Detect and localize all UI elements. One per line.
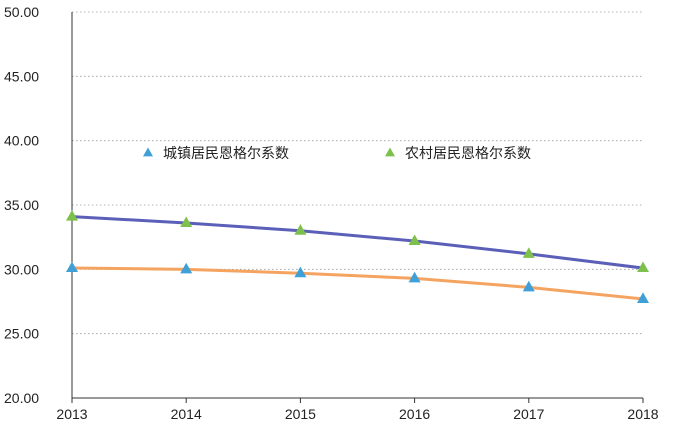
x-tick-labels: 2013 2014 2015 2016 2017 2018 bbox=[56, 406, 658, 422]
x-tick-label: 2014 bbox=[171, 406, 202, 422]
legend-label-rural: 农村居民恩格尔系数 bbox=[405, 145, 531, 161]
data-point-0-0 bbox=[66, 261, 78, 273]
data-point-1-1 bbox=[180, 216, 193, 228]
x-tick-label: 2016 bbox=[399, 406, 430, 422]
data-point-1-0 bbox=[66, 210, 78, 221]
series-line-0 bbox=[70, 266, 645, 301]
axes bbox=[71, 12, 644, 403]
data-point-1-3 bbox=[408, 234, 421, 246]
x-tick-label: 2018 bbox=[627, 406, 658, 422]
data-point-0-2 bbox=[294, 266, 307, 278]
series-line-1 bbox=[70, 215, 645, 270]
data-point-0-1 bbox=[180, 262, 193, 274]
y-tick-label: 50.00 bbox=[4, 4, 39, 20]
data-point-0-4 bbox=[522, 280, 535, 292]
grid-lines bbox=[72, 11, 643, 335]
x-tick-label: 2015 bbox=[285, 406, 316, 422]
y-tick-label: 40.00 bbox=[4, 133, 39, 149]
y-tick-label: 45.00 bbox=[4, 68, 39, 84]
legend-item-rural: 农村居民恩格尔系数 bbox=[385, 145, 531, 161]
data-point-0-3 bbox=[408, 271, 421, 283]
x-tick-label: 2017 bbox=[513, 406, 544, 422]
legend-marker-rural bbox=[385, 147, 395, 157]
legend-label-urban: 城镇居民恩格尔系数 bbox=[163, 145, 289, 161]
series bbox=[66, 210, 649, 303]
x-tick-label: 2013 bbox=[56, 406, 87, 422]
data-point-0-5 bbox=[637, 292, 649, 303]
y-tick-label: 25.00 bbox=[4, 326, 39, 342]
legend-marker-urban bbox=[143, 147, 153, 157]
legend-item-urban: 城镇居民恩格尔系数 bbox=[143, 145, 289, 161]
y-tick-label: 20.00 bbox=[4, 390, 39, 406]
data-point-1-2 bbox=[294, 224, 307, 235]
data-point-1-5 bbox=[637, 261, 649, 273]
y-tick-labels: 20.00 25.00 30.00 35.00 40.00 45.00 50.00 bbox=[4, 4, 39, 406]
y-tick-label: 35.00 bbox=[4, 197, 39, 213]
y-tick-label: 30.00 bbox=[4, 261, 39, 277]
legend: 城镇居民恩格尔系数 农村居民恩格尔系数 bbox=[143, 145, 531, 161]
data-point-1-4 bbox=[522, 247, 535, 258]
